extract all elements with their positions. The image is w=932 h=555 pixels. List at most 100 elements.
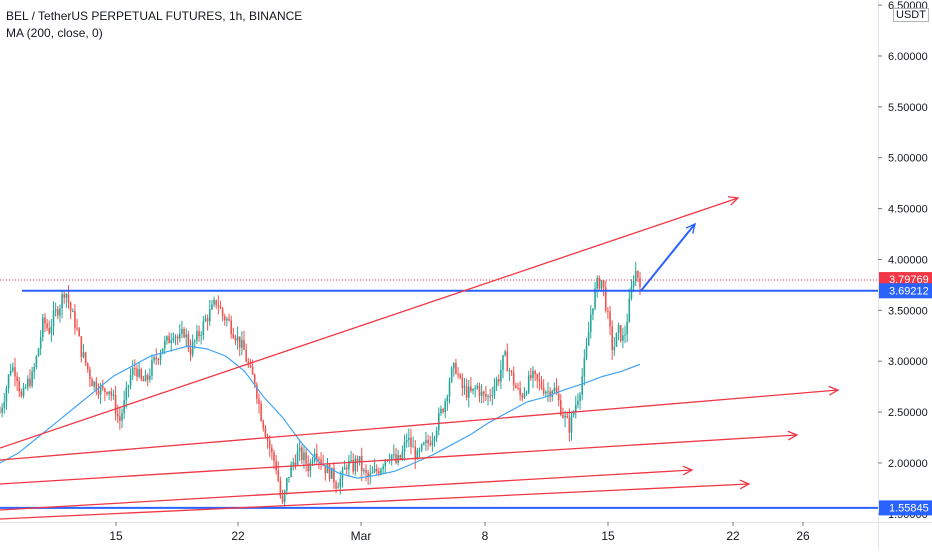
price-label-box bbox=[879, 283, 932, 299]
candle-body bbox=[56, 309, 59, 316]
candle-body bbox=[380, 469, 382, 474]
candle-body bbox=[354, 458, 357, 472]
candle-body bbox=[307, 463, 310, 472]
candle-body bbox=[487, 395, 489, 397]
candle-body bbox=[296, 451, 299, 466]
trend-line-arrowhead bbox=[739, 479, 751, 490]
candle-body bbox=[536, 373, 539, 380]
candle-body bbox=[345, 467, 348, 470]
symbol-title[interactable]: BEL / TetherUS PERPETUAL FUTURES, 1h, BI… bbox=[6, 9, 303, 23]
candle-body bbox=[243, 339, 245, 350]
candle-body bbox=[251, 366, 254, 375]
candle-body bbox=[497, 379, 500, 382]
candle-body bbox=[35, 356, 38, 368]
candle-body bbox=[433, 437, 436, 441]
candle-body bbox=[472, 388, 474, 391]
candle-body bbox=[230, 320, 232, 334]
candle-body bbox=[585, 345, 588, 358]
candle-body bbox=[172, 337, 175, 341]
candle-body bbox=[427, 440, 429, 444]
candle-body bbox=[311, 461, 314, 463]
candle-body bbox=[198, 331, 200, 337]
candle-body bbox=[266, 436, 269, 441]
candle-body bbox=[37, 348, 40, 357]
candle-body bbox=[330, 467, 333, 479]
moving-average-line bbox=[0, 345, 641, 479]
projection-arrowhead bbox=[685, 222, 696, 234]
candle-body bbox=[294, 462, 297, 466]
candle-body bbox=[570, 415, 573, 433]
candle-body bbox=[33, 367, 36, 372]
candle-body bbox=[530, 375, 532, 379]
candle-body bbox=[566, 415, 569, 418]
candle-body bbox=[140, 369, 143, 380]
candle-body bbox=[134, 368, 136, 370]
candle-body bbox=[352, 459, 354, 472]
candle-body bbox=[142, 379, 145, 382]
candle-body bbox=[226, 318, 228, 321]
candle-body bbox=[592, 308, 594, 315]
candle-body bbox=[52, 310, 55, 327]
candle-body bbox=[215, 300, 217, 306]
candle-body bbox=[232, 333, 235, 338]
candle-body bbox=[369, 473, 372, 477]
candle-body bbox=[412, 446, 414, 448]
candle-body bbox=[457, 373, 459, 375]
candle-body bbox=[211, 304, 213, 310]
candle-body bbox=[18, 381, 21, 392]
candle-body bbox=[555, 387, 558, 394]
candle-body bbox=[455, 362, 457, 374]
candle-body bbox=[108, 391, 110, 394]
candle-body bbox=[639, 277, 641, 287]
candle-body bbox=[594, 288, 596, 309]
candle-body bbox=[309, 462, 312, 472]
candle-body bbox=[418, 450, 421, 452]
candle-body bbox=[393, 454, 395, 456]
candle-body bbox=[155, 357, 158, 360]
candle-body bbox=[348, 460, 350, 470]
candle-body bbox=[187, 334, 190, 349]
candle-body bbox=[461, 377, 464, 388]
candle-body bbox=[542, 388, 545, 394]
candle-body bbox=[437, 412, 440, 431]
y-tick-label: 2.50000 bbox=[888, 407, 928, 419]
candle-body bbox=[375, 468, 378, 472]
candle-body bbox=[234, 337, 237, 341]
currency-label[interactable]: USDT bbox=[893, 8, 929, 22]
candle-body bbox=[39, 337, 42, 349]
candle-body bbox=[315, 453, 318, 459]
candle-body bbox=[44, 317, 46, 324]
candle-body bbox=[93, 381, 95, 387]
candle-body bbox=[101, 386, 104, 389]
candle-body bbox=[157, 359, 160, 361]
candle-body bbox=[89, 369, 91, 379]
y-tick-label: 5.00000 bbox=[888, 153, 928, 165]
candle-body bbox=[29, 378, 31, 386]
candle-body bbox=[153, 357, 155, 361]
candle-body bbox=[178, 333, 181, 339]
candle-body bbox=[382, 466, 384, 470]
candle-body bbox=[249, 365, 252, 367]
candle-body bbox=[525, 392, 528, 394]
candle-body bbox=[459, 374, 462, 378]
candle-body bbox=[84, 352, 87, 364]
candle-body bbox=[534, 370, 536, 374]
candle-body bbox=[598, 277, 601, 289]
candle-body bbox=[630, 286, 633, 299]
candle-body bbox=[24, 387, 27, 389]
candle-body bbox=[69, 302, 72, 312]
candle-body bbox=[442, 408, 444, 412]
indicator-label[interactable]: MA (200, close, 0) bbox=[6, 26, 103, 40]
candle-body bbox=[581, 376, 584, 395]
candle-body bbox=[399, 455, 402, 460]
price-label-box bbox=[879, 500, 932, 516]
candle-body bbox=[238, 336, 241, 348]
candle-body bbox=[76, 327, 78, 329]
candle-body bbox=[298, 447, 301, 452]
candle-body bbox=[373, 468, 376, 473]
candle-body bbox=[121, 413, 123, 421]
candle-body bbox=[91, 378, 93, 387]
candle-body bbox=[170, 340, 173, 344]
candle-body bbox=[465, 386, 468, 398]
candle-body bbox=[264, 428, 267, 437]
